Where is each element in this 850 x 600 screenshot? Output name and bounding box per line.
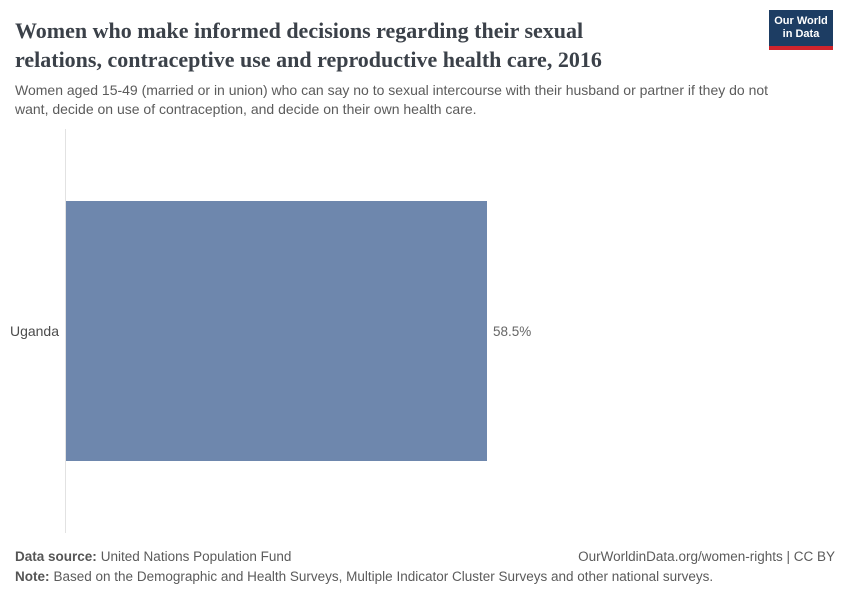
data-source-line: Data source: United Nations Population Fu… — [15, 548, 291, 565]
page-title: Women who make informed decisions regard… — [15, 16, 602, 74]
owid-logo-line-1: Our World — [774, 15, 828, 27]
title-line-1: Women who make informed decisions regard… — [15, 18, 584, 43]
y-axis-line — [65, 129, 66, 533]
subtitle-line-2: want, decide on use of contraception, an… — [15, 101, 477, 117]
bar-uganda[interactable] — [66, 201, 488, 461]
note-value: Based on the Demographic and Health Surv… — [53, 569, 714, 584]
note-label: Note: — [15, 569, 50, 584]
data-source-label: Data source: — [15, 549, 97, 564]
value-label-uganda: 58.5% — [493, 324, 532, 339]
title-line-2: relations, contraceptive use and reprodu… — [15, 47, 602, 72]
owid-logo[interactable]: Our World in Data — [769, 10, 833, 50]
subtitle-line-1: Women aged 15-49 (married or in union) w… — [15, 82, 769, 98]
rights-link[interactable]: OurWorldinData.org/women-rights | CC BY — [578, 549, 835, 564]
tick-label-uganda: Uganda — [9, 323, 59, 339]
data-source-value: United Nations Population Fund — [100, 549, 292, 564]
owid-logo-box: Our World in Data — [769, 10, 833, 46]
chart-subtitle: Women aged 15-49 (married or in union) w… — [15, 81, 768, 119]
owid-logo-line-2: in Data — [782, 28, 820, 40]
owid-logo-stripe — [769, 46, 833, 50]
note-line: Note: Based on the Demographic and Health… — [15, 568, 713, 585]
